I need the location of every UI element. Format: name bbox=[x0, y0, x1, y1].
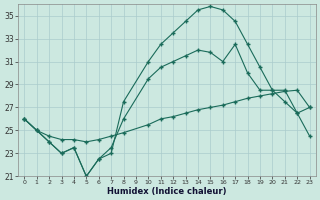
X-axis label: Humidex (Indice chaleur): Humidex (Indice chaleur) bbox=[107, 187, 227, 196]
